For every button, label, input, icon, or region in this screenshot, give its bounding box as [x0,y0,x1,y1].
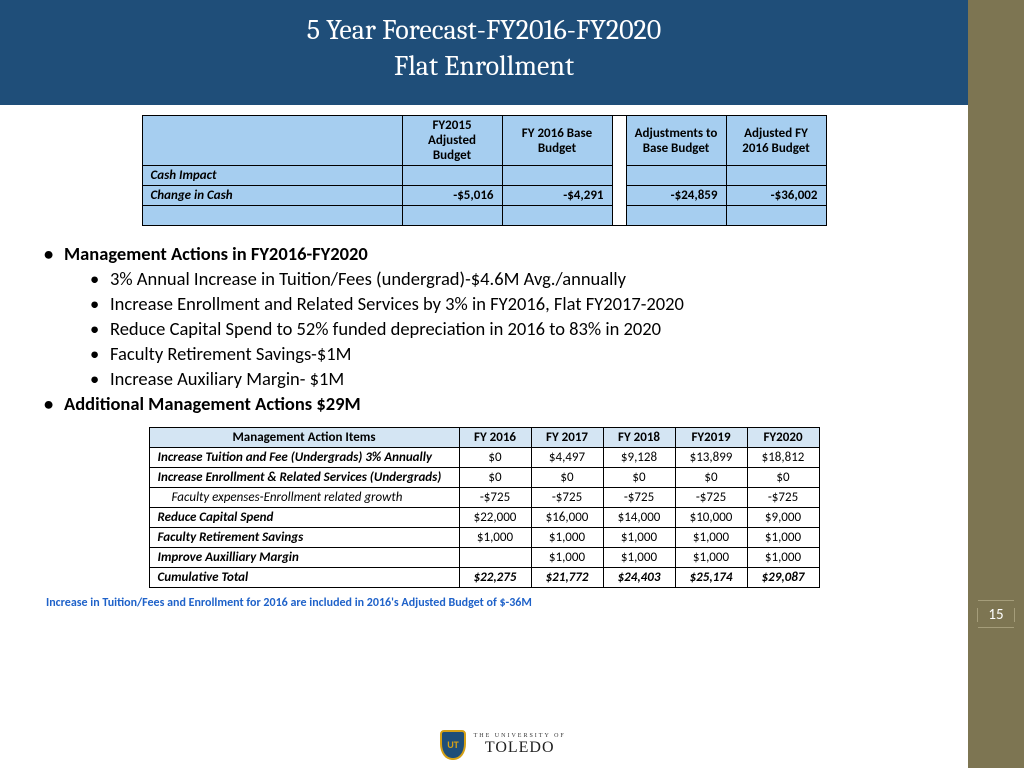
act-total-4: $29,087 [747,567,819,587]
act-cell-3-0: $22,000 [459,507,531,527]
act-h1: FY 2016 [459,427,531,447]
act-h4: FY2019 [675,427,747,447]
row-cash-impact: Cash Impact [142,166,402,186]
act-cell-1-1: $0 [531,467,603,487]
act-h2: FY 2017 [531,427,603,447]
act-cell-2-0: -$725 [459,487,531,507]
col-adjustments: Adjustments to Base Budget [626,116,726,166]
row-change-cash: Change in Cash [142,186,402,206]
act-cell-4-3: $1,000 [675,527,747,547]
act-cell-5-0 [459,547,531,567]
act-h5: FY2020 [747,427,819,447]
act-cell-0-0: $0 [459,447,531,467]
act-row-label-4: Faculty Retirement Savings [149,527,459,547]
bullet-sub-4: Increase Auxiliary Margin- $1M [110,367,928,392]
logo-big-text: TOLEDO [474,739,566,757]
col-adjfy2016: Adjusted FY 2016 Budget [726,116,826,166]
cash-val-1: -$4,291 [502,186,612,206]
bullet-sub-1: Increase Enrollment and Related Services… [110,292,928,317]
col-fy2016base: FY 2016 Base Budget [502,116,612,166]
cash-impact-table: FY2015 Adjusted Budget FY 2016 Base Budg… [142,115,827,226]
management-actions-table: Management Action Items FY 2016 FY 2017 … [149,427,820,588]
act-cell-2-3: -$725 [675,487,747,507]
bullet-list: Management Actions in FY2016-FY2020 3% A… [40,242,928,417]
bullet-sub-2: Reduce Capital Spend to 52% funded depre… [110,317,928,342]
act-cell-2-1: -$725 [531,487,603,507]
col-fy2015: FY2015 Adjusted Budget [402,116,502,166]
act-cell-0-1: $4,497 [531,447,603,467]
act-row-label-1: Increase Enrollment & Related Services (… [149,467,459,487]
act-row-label-2: Faculty expenses-Enrollment related grow… [149,487,459,507]
act-cell-0-4: $18,812 [747,447,819,467]
cash-val-3: -$36,002 [726,186,826,206]
act-cell-5-2: $1,000 [603,547,675,567]
cash-val-2: -$24,859 [626,186,726,206]
cash-val-0: -$5,016 [402,186,502,206]
act-cell-5-1: $1,000 [531,547,603,567]
act-total-3: $25,174 [675,567,747,587]
toledo-logo: UT THE UNIVERSITY OF TOLEDO [440,730,566,760]
bullet-sub-0: 3% Annual Increase in Tuition/Fees (unde… [110,267,928,292]
act-total-label: Cumulative Total [149,567,459,587]
act-row-label-5: Improve Auxilliary Margin [149,547,459,567]
act-cell-1-3: $0 [675,467,747,487]
header-line2: Flat Enrollment [0,50,968,82]
act-total-0: $22,275 [459,567,531,587]
act-cell-1-4: $0 [747,467,819,487]
bullet-top-1: Management Actions in FY2016-FY2020 [64,242,928,267]
slide-header: 5 Year Forecast-FY2016-FY2020 Flat Enrol… [0,0,968,105]
table-gap [612,116,626,226]
act-total-1: $21,772 [531,567,603,587]
slide-content: FY2015 Adjusted Budget FY 2016 Base Budg… [0,105,968,610]
act-cell-3-3: $10,000 [675,507,747,527]
act-cell-3-2: $14,000 [603,507,675,527]
act-cell-5-4: $1,000 [747,547,819,567]
header-line1: 5 Year Forecast-FY2016-FY2020 [0,14,968,46]
act-cell-3-1: $16,000 [531,507,603,527]
act-cell-4-2: $1,000 [603,527,675,547]
act-cell-2-4: -$725 [747,487,819,507]
act-cell-2-2: -$725 [603,487,675,507]
page-number: 15 [978,600,1014,628]
act-cell-0-2: $9,128 [603,447,675,467]
act-total-2: $24,403 [603,567,675,587]
logo-shield-icon: UT [440,730,466,760]
footnote: Increase in Tuition/Fees and Enrollment … [46,596,928,610]
act-cell-4-0: $1,000 [459,527,531,547]
act-row-label-0: Increase Tuition and Fee (Undergrads) 3%… [149,447,459,467]
bullet-top-2: Additional Management Actions $29M [64,392,928,417]
act-cell-0-3: $13,899 [675,447,747,467]
act-cell-1-2: $0 [603,467,675,487]
act-row-label-3: Reduce Capital Spend [149,507,459,527]
act-h0: Management Action Items [149,427,459,447]
bullet-sub-3: Faculty Retirement Savings-$1M [110,342,928,367]
act-cell-3-4: $9,000 [747,507,819,527]
act-h3: FY 2018 [603,427,675,447]
act-cell-4-4: $1,000 [747,527,819,547]
act-cell-1-0: $0 [459,467,531,487]
right-sidebar [968,0,1024,768]
blank-header [142,116,402,166]
act-cell-5-3: $1,000 [675,547,747,567]
act-cell-4-1: $1,000 [531,527,603,547]
